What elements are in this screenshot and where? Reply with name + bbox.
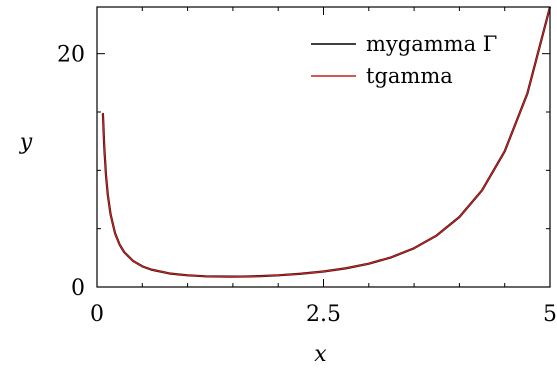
x-tick-label: 0 <box>90 302 104 327</box>
legend-label: mygamma Γ <box>366 32 497 56</box>
y-tick-label: 0 <box>71 276 85 301</box>
y-axis-label: y <box>19 130 33 155</box>
legend-label: tgamma <box>366 64 453 88</box>
labels-layer: 0 2.5 5 0 20 x y <box>19 43 557 367</box>
series-layer <box>101 6 552 278</box>
series-line-1 <box>102 6 551 278</box>
legend: mygamma Γ tgamma <box>311 32 497 88</box>
plot-frame <box>96 6 551 288</box>
x-axis-label: x <box>314 342 327 367</box>
x-tick-label: 5 <box>543 302 557 327</box>
x-tick-label: 2.5 <box>306 302 341 327</box>
y-tick-label: 20 <box>57 43 85 68</box>
